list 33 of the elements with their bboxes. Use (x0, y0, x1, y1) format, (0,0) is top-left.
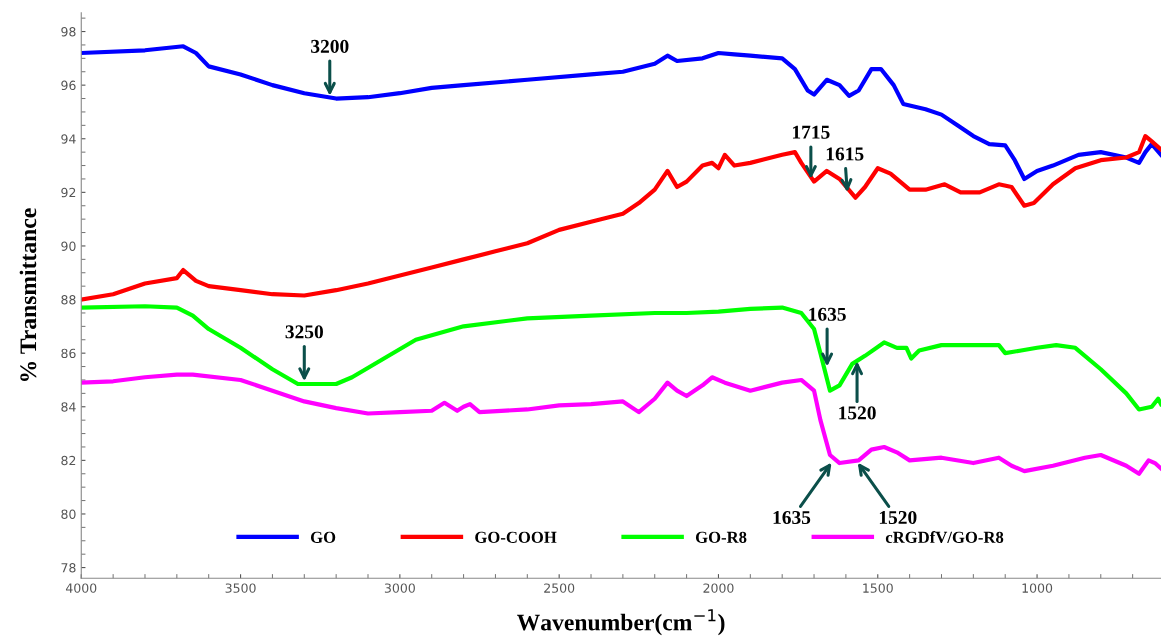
annotation: 1615 (826, 147, 864, 161)
annotation: 3200 (311, 39, 349, 53)
x-tick-label: 2500 (544, 583, 575, 593)
y-tick-label: 92 (61, 187, 76, 198)
legend-label: GO-R8 (695, 531, 747, 543)
line-series (81, 372, 1161, 476)
y-tick-label: 88 (61, 295, 76, 305)
y-tick-label: 84 (61, 402, 76, 412)
annotation: 1635 (809, 307, 846, 321)
y-tick-label: 94 (61, 134, 76, 144)
y-tick-label: 78 (61, 563, 76, 573)
annotation: 1520 (839, 406, 876, 420)
y-tick-label: 98 (61, 27, 76, 37)
x-tick-label: 4000 (65, 583, 97, 593)
annotation: 1635 (773, 510, 811, 525)
y-tick-label: 82 (61, 455, 76, 466)
y-tick-label: 86 (61, 348, 76, 359)
legend-label: GO (310, 531, 336, 543)
y-tick-label: 90 (61, 241, 76, 251)
x-tick-label: 1500 (863, 583, 893, 593)
x-tick-label: 2000 (703, 583, 734, 593)
legend-label: cRGDfV/GO-R8 (885, 531, 1004, 544)
annotation: 1715 (792, 125, 830, 139)
y-tick-label: 80 (61, 509, 76, 519)
x-axis-title: Wavenumber(cm$^{−1}$) (516, 609, 725, 636)
annotation: 1520 (879, 510, 917, 525)
x-tick-label: 3000 (384, 583, 415, 593)
y-tick-label: 96 (61, 80, 76, 91)
x-tick-label: 3500 (225, 583, 256, 593)
annotation: 3250 (285, 325, 323, 339)
legend-label: GO-COOH (475, 531, 557, 543)
y-axis-title: % Transmittance (19, 208, 37, 381)
x-tick-label: 1000 (1022, 583, 1053, 593)
